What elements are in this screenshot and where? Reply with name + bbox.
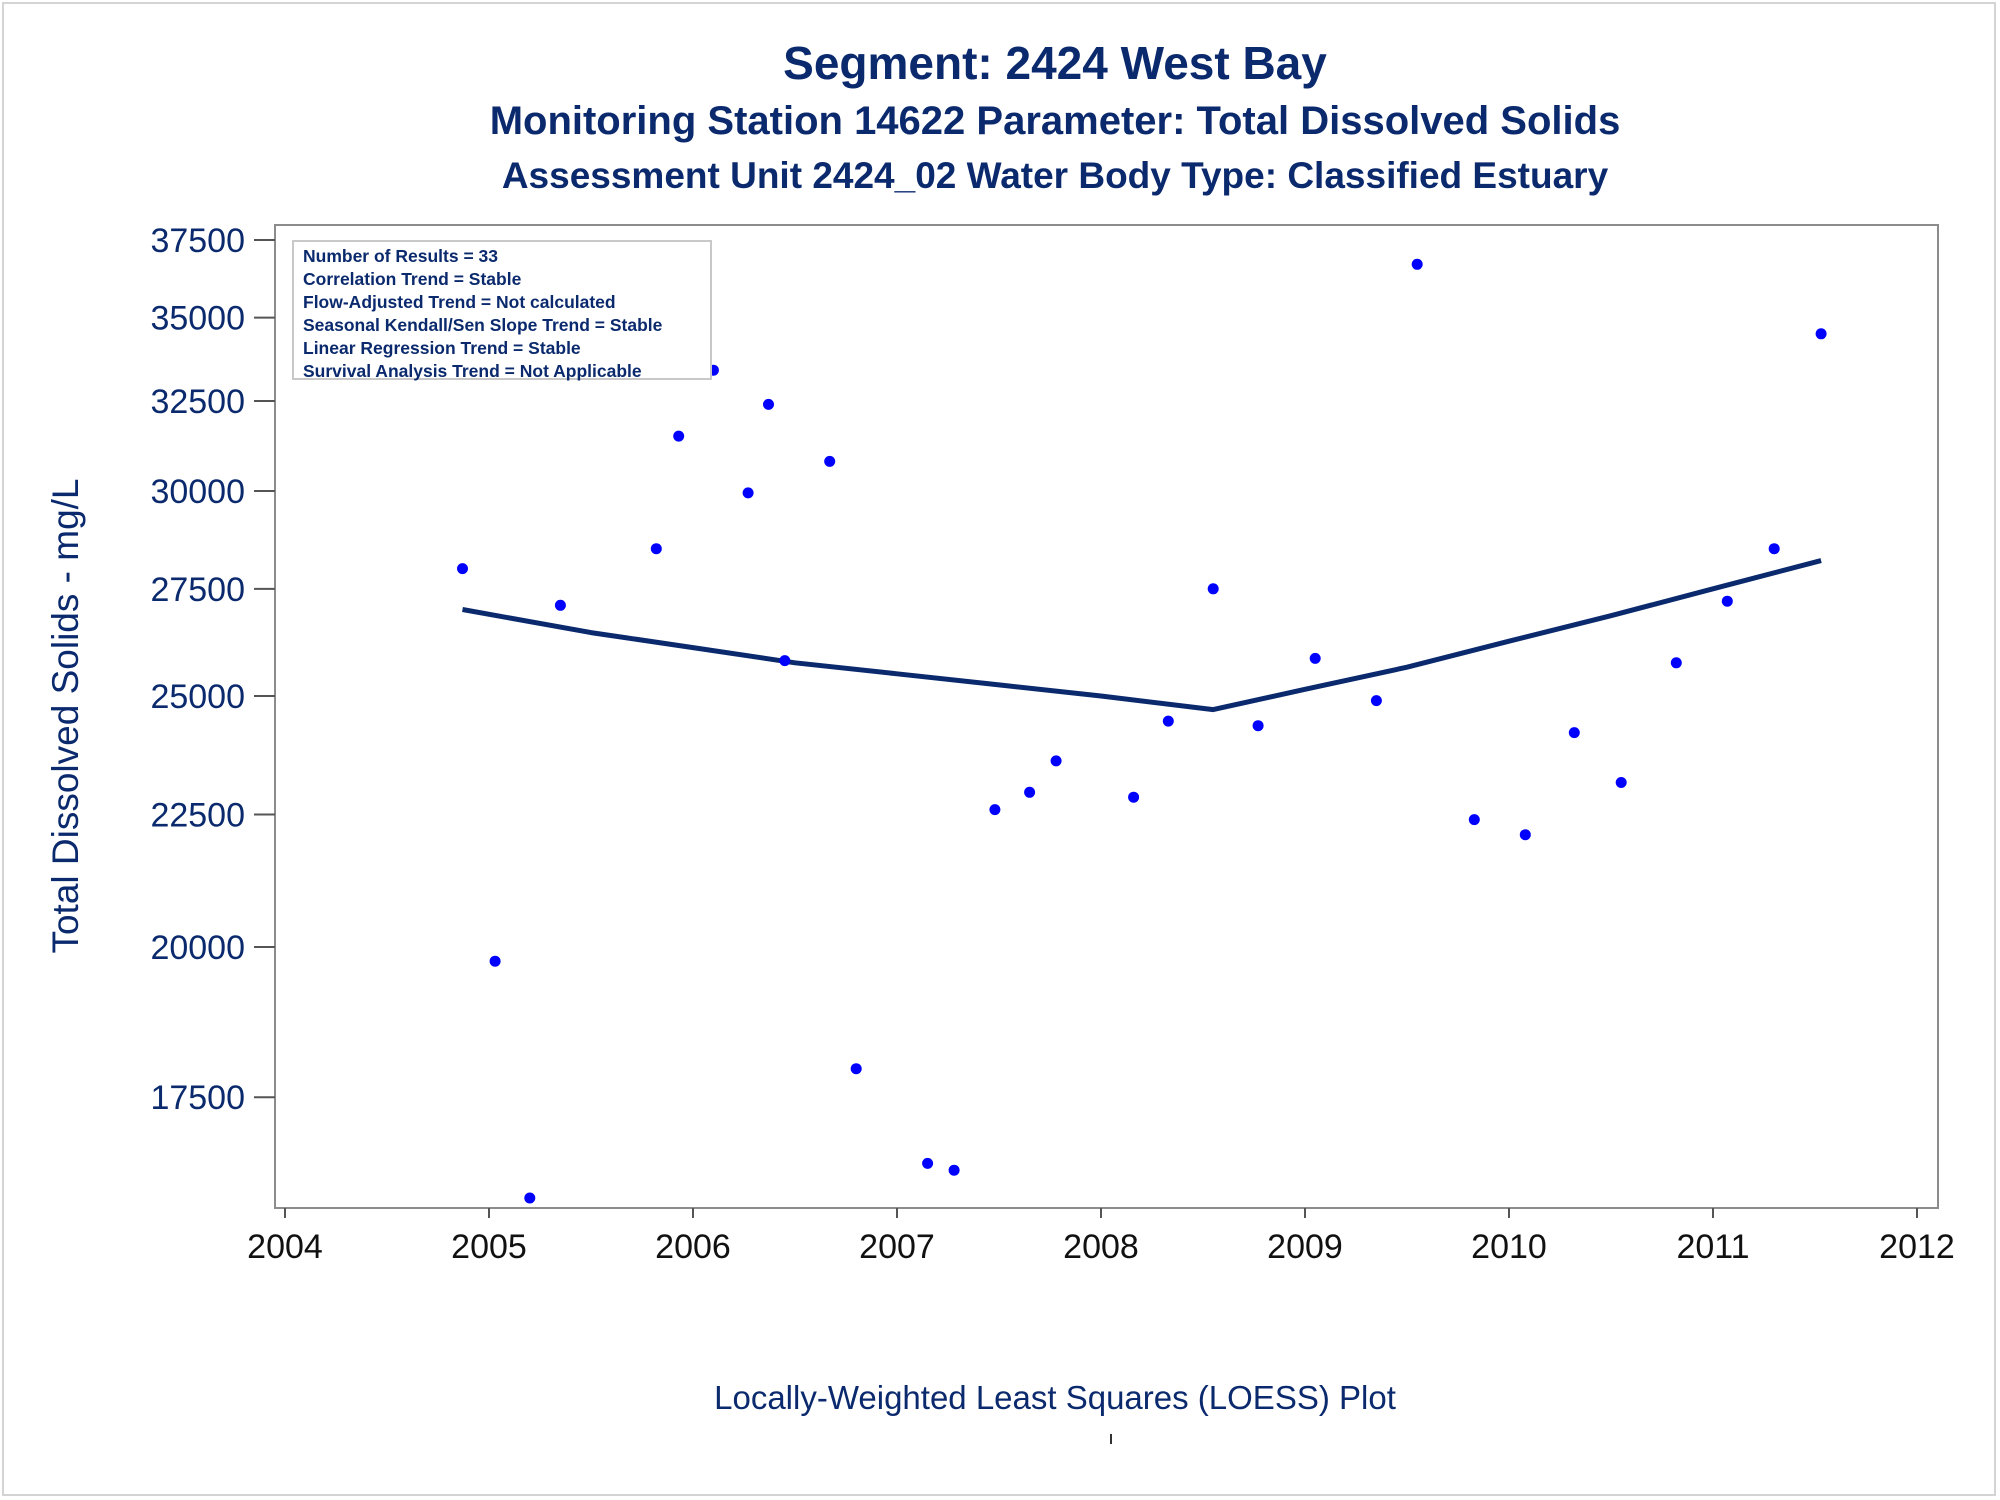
x-tick-label: 2010 — [1471, 1228, 1547, 1266]
data-point — [1721, 595, 1733, 607]
data-point — [1024, 786, 1036, 798]
data-point — [850, 1063, 862, 1075]
chart-subtitle-2: Assessment Unit 2424_02 Water Body Type:… — [501, 155, 1609, 196]
data-point — [989, 804, 1001, 816]
x-tick-label: 2009 — [1267, 1228, 1343, 1266]
data-point — [922, 1157, 934, 1169]
stats-line: Number of Results = 33 — [303, 246, 498, 266]
data-point — [1411, 258, 1423, 270]
x-tick-label: 2012 — [1879, 1228, 1955, 1266]
data-point — [489, 955, 501, 967]
data-point — [1815, 328, 1827, 340]
data-point — [1309, 652, 1321, 664]
stats-line: Linear Regression Trend = Stable — [303, 338, 581, 358]
data-point — [1568, 727, 1580, 739]
data-point — [1162, 715, 1174, 727]
stats-box: Number of Results = 33 Correlation Trend … — [292, 240, 712, 381]
loess-line — [462, 558, 1822, 713]
y-tick-label: 27500 — [150, 571, 245, 609]
footnote-mark — [1110, 1434, 1112, 1444]
plot-area — [274, 224, 1939, 1209]
y-tick-label: 20000 — [150, 929, 245, 967]
y-tick-label: 32500 — [150, 383, 245, 421]
data-point — [742, 487, 754, 499]
chart-footnote: Locally-Weighted Least Squares (LOESS) P… — [714, 1379, 1396, 1416]
x-tick-label: 2011 — [1676, 1228, 1749, 1266]
stats-line: Flow-Adjusted Trend = Not calculated — [303, 292, 616, 312]
y-tick-label: 35000 — [150, 300, 245, 338]
data-point — [554, 599, 566, 611]
data-point — [763, 398, 774, 410]
data-point — [948, 1164, 960, 1176]
data-point — [1370, 695, 1382, 707]
stats-line: Correlation Trend = Stable — [303, 269, 522, 289]
x-tick-label: 2004 — [247, 1228, 323, 1266]
data-point — [1468, 814, 1480, 826]
y-tick-label: 30000 — [150, 473, 245, 511]
stats-line: Seasonal Kendall/Sen Slope Trend = Stabl… — [303, 315, 663, 335]
data-point — [1252, 720, 1264, 732]
data-point — [824, 455, 836, 467]
data-point — [673, 430, 685, 442]
data-point — [779, 655, 791, 667]
y-tick-label: 25000 — [150, 678, 245, 716]
x-tick-label: 2008 — [1063, 1228, 1139, 1266]
data-point — [1768, 543, 1780, 555]
chart-title: Segment: 2424 West Bay — [783, 37, 1327, 89]
x-tick-label: 2007 — [859, 1228, 935, 1266]
data-point — [1670, 657, 1682, 669]
data-point — [457, 563, 468, 575]
data-point — [1519, 829, 1531, 841]
data-point — [1128, 791, 1140, 803]
y-axis-label: Total Dissolved Solids - mg/L — [45, 478, 86, 953]
x-tick-label: 2006 — [655, 1228, 731, 1266]
stats-line: Survival Analysis Trend = Not Applicable — [303, 361, 642, 381]
y-tick-label: 22500 — [150, 797, 245, 835]
data-point — [524, 1192, 536, 1204]
chart-subtitle: Monitoring Station 14622 Parameter: Tota… — [489, 99, 1621, 143]
x-tick-label: 2005 — [451, 1228, 527, 1266]
y-tick-label: 37500 — [150, 222, 245, 260]
y-tick-label: 17500 — [150, 1079, 245, 1117]
data-point — [1207, 583, 1219, 595]
data-point — [1050, 755, 1062, 767]
data-point — [650, 543, 662, 555]
data-point — [1615, 777, 1627, 788]
